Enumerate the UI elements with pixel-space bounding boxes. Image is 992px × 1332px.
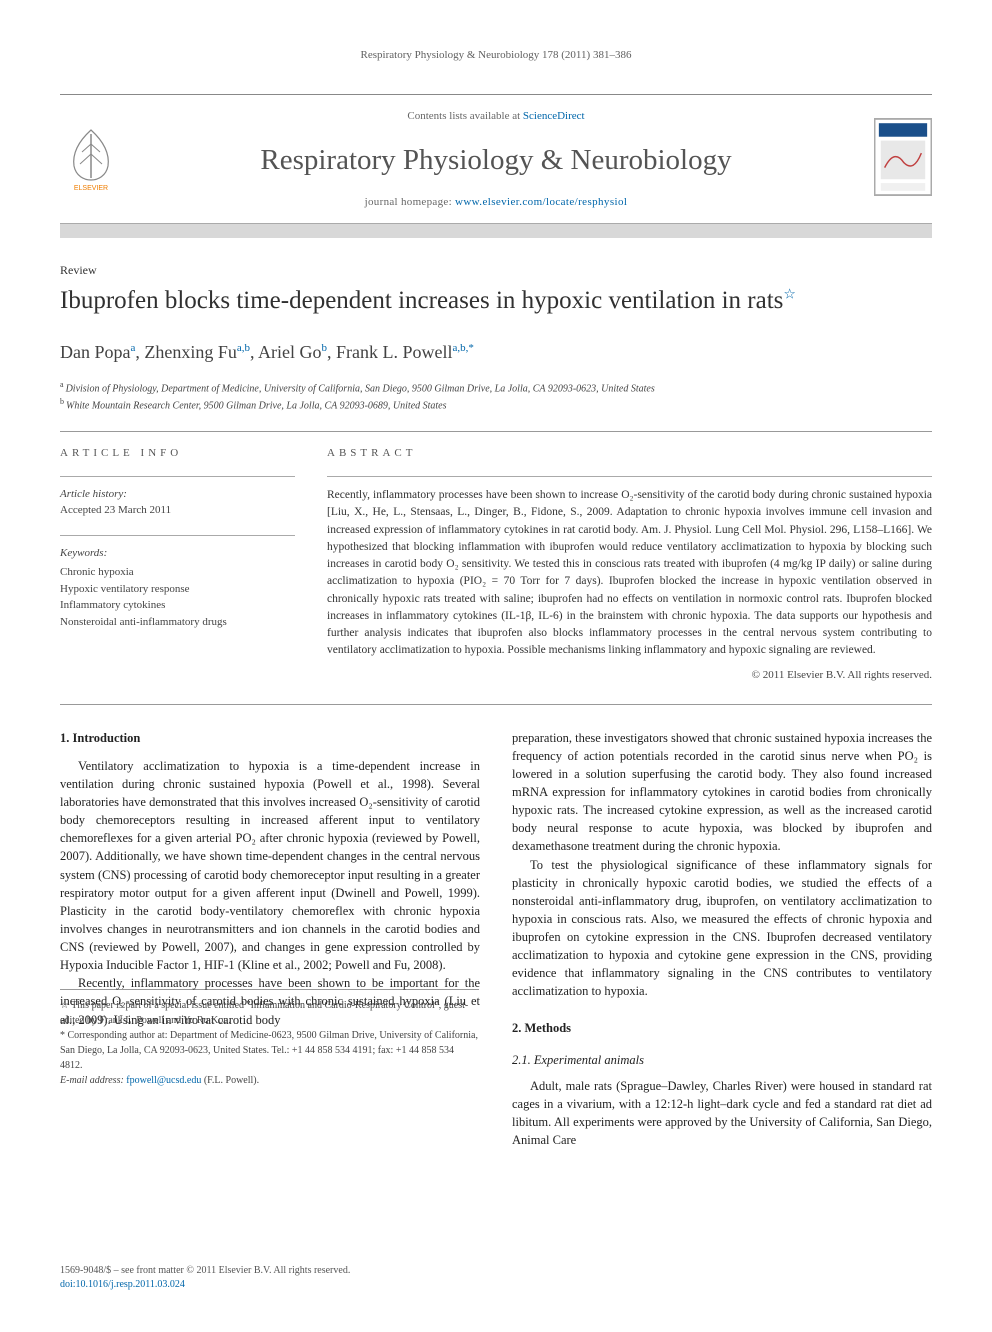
keywords-list: Chronic hypoxia Hypoxic ventilatory resp…: [60, 564, 295, 630]
article-title: Ibuprofen blocks time-dependent increase…: [60, 285, 932, 316]
rule-info-left-2: [60, 535, 295, 536]
elsevier-tree-icon: ELSEVIER: [60, 122, 122, 192]
author-3-corr[interactable]: *: [468, 342, 474, 354]
doi-line[interactable]: doi:10.1016/j.resp.2011.03.024: [60, 1279, 185, 1290]
author-3: Frank L. Powell: [336, 342, 453, 362]
rule-top: [60, 94, 932, 95]
footnote-email-label: E-mail address:: [60, 1075, 126, 1086]
footnote-corr: * Corresponding author at: Department of…: [60, 1028, 479, 1073]
author-3-aff[interactable]: a,b,: [453, 342, 469, 354]
history-label: Article history:: [60, 487, 295, 503]
homepage-pre: journal homepage:: [365, 196, 455, 208]
masthead: ELSEVIER Contents lists available at Sci…: [60, 101, 932, 223]
affiliation-b: White Mountain Research Center, 9500 Gil…: [66, 400, 447, 411]
keyword-3: Nonsteroidal anti-inflammatory drugs: [60, 614, 295, 631]
keyword-2: Inflammatory cytokines: [60, 597, 295, 614]
abstract-text: Recently, inflammatory processes have be…: [327, 487, 932, 660]
rule-body-top: [60, 704, 932, 705]
intro-p3: preparation, these investigators showed …: [512, 729, 932, 856]
journal-name: Respiratory Physiology & Neurobiology: [140, 139, 852, 181]
author-line: Dan Popaa, Zhenxing Fua,b, Ariel Gob, Fr…: [60, 339, 932, 365]
section-2-head: 2. Methods: [512, 1019, 932, 1037]
section-2-1-head: 2.1. Experimental animals: [512, 1051, 932, 1069]
svg-text:ELSEVIER: ELSEVIER: [74, 185, 108, 192]
elsevier-logo-wrap: ELSEVIER: [60, 122, 140, 198]
homepage-line: journal homepage: www.elsevier.com/locat…: [140, 195, 852, 211]
rule-abstract-top: [327, 476, 932, 477]
info-grid: ARTICLE INFO Article history: Accepted 2…: [60, 446, 932, 683]
running-header: Respiratory Physiology & Neurobiology 17…: [60, 48, 932, 64]
abstract-col: ABSTRACT Recently, inflammatory processe…: [327, 446, 932, 683]
abstract-head: ABSTRACT: [327, 446, 932, 462]
keywords-label: Keywords:: [60, 546, 295, 562]
intro-p4: To test the physiological significance o…: [512, 856, 932, 1001]
article-type: Review: [60, 262, 932, 279]
article-info-col: ARTICLE INFO Article history: Accepted 2…: [60, 446, 295, 683]
contents-line: Contents lists available at ScienceDirec…: [140, 109, 852, 125]
author-2: Ariel Go: [258, 342, 321, 362]
issn-line: 1569-9048/$ – see front matter © 2011 El…: [60, 1264, 932, 1278]
rule-info-top: [60, 431, 932, 432]
title-footnote-marker[interactable]: ☆: [783, 288, 796, 303]
journal-cover-wrap: [852, 118, 932, 202]
journal-cover-icon: [874, 118, 932, 196]
author-2-aff[interactable]: b: [322, 342, 328, 354]
keyword-1: Hypoxic ventilatory response: [60, 581, 295, 598]
footer: 1569-9048/$ – see front matter © 2011 El…: [60, 1264, 932, 1292]
grey-bar: [60, 224, 932, 238]
keyword-0: Chronic hypoxia: [60, 564, 295, 581]
sciencedirect-link[interactable]: ScienceDirect: [523, 110, 585, 122]
article-info-head: ARTICLE INFO: [60, 446, 295, 462]
footnotes: ☆ This paper is part of a special issue …: [60, 989, 479, 1088]
author-1-aff[interactable]: a,b: [237, 342, 250, 354]
homepage-link[interactable]: www.elsevier.com/locate/resphysiol: [455, 196, 627, 208]
affiliations: aDivision of Physiology, Department of M…: [60, 379, 932, 414]
title-text: Ibuprofen blocks time-dependent increase…: [60, 287, 783, 314]
affiliation-a: Division of Physiology, Department of Me…: [66, 383, 655, 394]
rule-info-left: [60, 476, 295, 477]
footnote-email-tail: (F.L. Powell).: [201, 1075, 259, 1086]
author-1: Zhenxing Fu: [144, 342, 237, 362]
intro-p1: Ventilatory acclimatization to hypoxia i…: [60, 757, 480, 975]
abstract-copyright: © 2011 Elsevier B.V. All rights reserved…: [327, 668, 932, 684]
author-0: Dan Popa: [60, 342, 131, 362]
section-1-head: 1. Introduction: [60, 729, 480, 747]
author-0-aff[interactable]: a: [131, 342, 136, 354]
history-value: Accepted 23 March 2011: [60, 503, 295, 519]
contents-line-pre: Contents lists available at: [407, 110, 522, 122]
footnote-email-link[interactable]: fpowell@ucsd.edu: [126, 1075, 201, 1086]
